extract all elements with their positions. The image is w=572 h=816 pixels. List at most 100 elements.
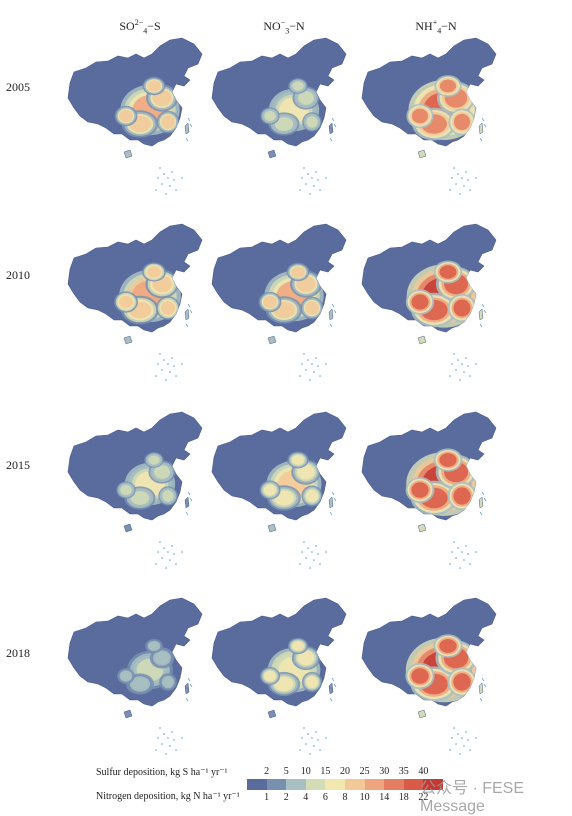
sea-island-dot bbox=[459, 379, 461, 381]
island bbox=[417, 149, 427, 159]
island bbox=[267, 709, 277, 719]
sea-island-dot bbox=[455, 183, 457, 185]
china-map-svg bbox=[211, 411, 347, 569]
coastal-mark bbox=[333, 683, 337, 688]
sea-island-dot bbox=[301, 551, 303, 553]
coastal-mark bbox=[189, 309, 193, 314]
deposition-map bbox=[64, 588, 212, 768]
legend-swatch bbox=[364, 779, 385, 790]
sea-island-dot bbox=[319, 375, 321, 377]
sea-island-dot bbox=[457, 547, 459, 549]
sea-island-dot bbox=[475, 737, 477, 739]
sea-island-dot bbox=[173, 179, 175, 181]
deposition-map bbox=[64, 214, 212, 394]
legend-tick-nitrogen: 6 bbox=[322, 792, 328, 803]
sea-island-dot bbox=[175, 563, 177, 565]
sea-island-dot bbox=[301, 363, 303, 365]
island bbox=[123, 523, 133, 533]
coastal-mark bbox=[483, 497, 487, 502]
sea-island-dot bbox=[453, 727, 455, 729]
coastal-mark bbox=[187, 303, 191, 308]
deposition-hotspot bbox=[263, 484, 277, 496]
sea-island-dot bbox=[459, 193, 461, 195]
sea-island-dot bbox=[167, 737, 169, 739]
sea-island-dot bbox=[181, 363, 183, 365]
coastal-mark bbox=[333, 309, 337, 314]
legend-swatch bbox=[286, 779, 306, 790]
sea-island-dot bbox=[317, 365, 319, 367]
deposition-hotspot bbox=[305, 301, 319, 315]
deposition-hotspot bbox=[411, 482, 429, 498]
legend-swatch bbox=[247, 779, 267, 790]
coastal-mark bbox=[481, 491, 485, 496]
sea-island-dot bbox=[169, 559, 171, 561]
island bbox=[267, 149, 277, 159]
deposition-hotspot bbox=[120, 484, 132, 496]
china-map-svg bbox=[67, 411, 203, 569]
legend-swatch bbox=[384, 779, 404, 790]
sea-island-dot bbox=[457, 359, 459, 361]
china-map-svg bbox=[361, 223, 497, 381]
sea-island-dot bbox=[325, 177, 327, 179]
deposition-map bbox=[208, 588, 356, 768]
sea-island-dot bbox=[157, 177, 159, 179]
legend-swatch bbox=[344, 779, 365, 790]
sea-island-dot bbox=[299, 375, 301, 377]
sea-island-dot bbox=[459, 753, 461, 755]
sea-island-dot bbox=[161, 557, 163, 559]
sea-island-dot bbox=[475, 363, 477, 365]
sea-island-dot bbox=[169, 185, 171, 187]
legend-swatch bbox=[403, 779, 424, 790]
sea-island-dot bbox=[469, 189, 471, 191]
coastal-mark bbox=[329, 323, 333, 328]
legend-tick-nitrogen: 22 bbox=[418, 792, 429, 803]
sea-island-dot bbox=[469, 563, 471, 565]
sea-island-dot bbox=[469, 375, 471, 377]
column-title-so4: SO2−4−S bbox=[119, 18, 161, 36]
legend-tick-nitrogen: 2 bbox=[283, 792, 289, 803]
legend-tick-sulfur: 40 bbox=[418, 766, 429, 777]
coastal-mark bbox=[185, 137, 189, 142]
sea-island-dot bbox=[173, 365, 175, 367]
coastal-mark bbox=[185, 697, 189, 702]
deposition-hotspot bbox=[148, 641, 160, 651]
sea-island-dot bbox=[159, 727, 161, 729]
sea-island-dot bbox=[171, 171, 173, 173]
coastal-mark bbox=[331, 303, 335, 308]
sea-island-dot bbox=[301, 737, 303, 739]
china-map-svg bbox=[361, 37, 497, 195]
sea-island-dot bbox=[451, 177, 453, 179]
coastal-mark bbox=[187, 117, 191, 122]
legend-tick-nitrogen: 10 bbox=[359, 792, 370, 803]
sea-island-dot bbox=[475, 551, 477, 553]
legend-tick-nitrogen: 14 bbox=[379, 792, 390, 803]
sea-island-dot bbox=[169, 745, 171, 747]
coastal-mark bbox=[185, 323, 189, 328]
sea-island-dot bbox=[465, 731, 467, 733]
sea-island-dot bbox=[449, 375, 451, 377]
coastal-mark bbox=[483, 123, 487, 128]
sea-island-dot bbox=[463, 745, 465, 747]
coastal-mark bbox=[331, 677, 335, 682]
deposition-hotspot bbox=[291, 266, 305, 278]
deposition-hotspot bbox=[274, 117, 294, 131]
sea-island-dot bbox=[155, 749, 157, 751]
deposition-hotspot bbox=[411, 294, 429, 310]
sea-island-dot bbox=[165, 753, 167, 755]
island bbox=[328, 496, 334, 509]
coastal-mark bbox=[481, 117, 485, 122]
sea-island-dot bbox=[155, 189, 157, 191]
sea-island-dot bbox=[461, 363, 463, 365]
deposition-hotspot bbox=[298, 91, 314, 105]
deposition-hotspot bbox=[119, 295, 133, 309]
sea-island-dot bbox=[157, 551, 159, 553]
deposition-hotspot bbox=[453, 299, 471, 317]
sea-island-dot bbox=[163, 173, 165, 175]
legend-tick-sulfur: 2 bbox=[264, 766, 270, 777]
sea-island-dot bbox=[173, 553, 175, 555]
island bbox=[328, 682, 334, 695]
coastal-mark bbox=[481, 303, 485, 308]
deposition-hotspot bbox=[453, 673, 471, 691]
coastal-mark bbox=[483, 683, 487, 688]
sea-island-dot bbox=[175, 749, 177, 751]
